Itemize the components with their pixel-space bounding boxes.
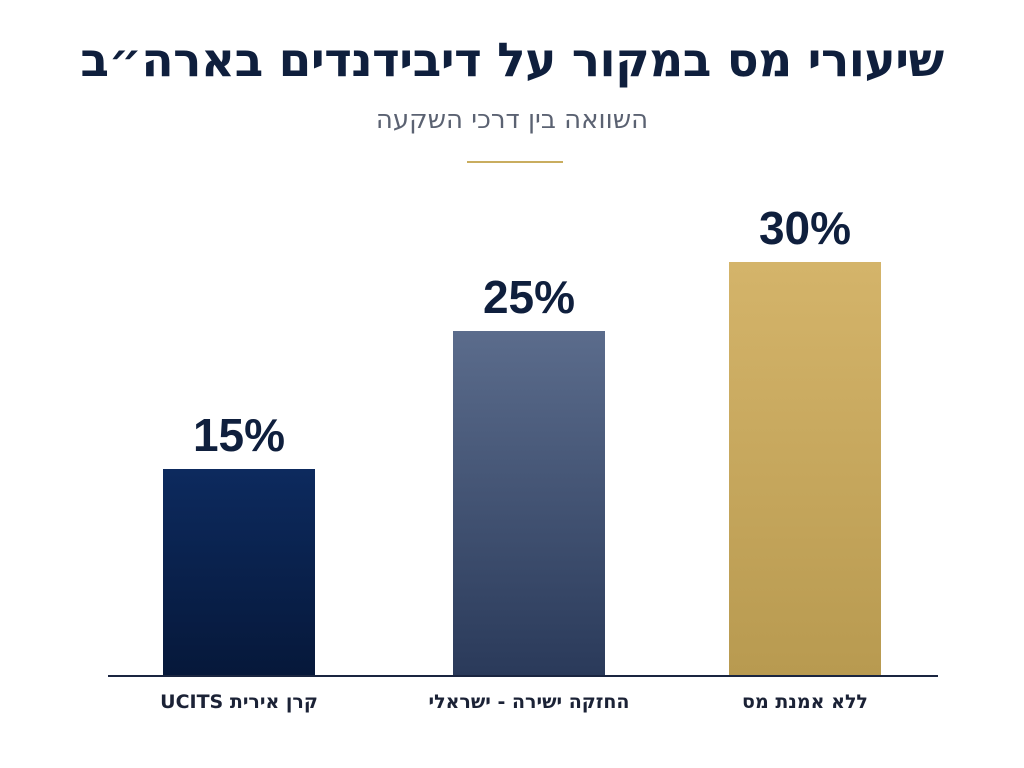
- category-label-1: קרן אירית UCITS: [160, 691, 318, 713]
- value-label-3: 30%: [759, 202, 851, 254]
- chart-title: שיעורי מס במקור על דיבידנדים בארה״ב: [80, 33, 944, 88]
- bar-2: [453, 331, 605, 676]
- title-divider: [467, 161, 563, 163]
- category-label-2: החזקה ישירה - ישראלי: [429, 691, 630, 713]
- bar-3: [729, 262, 881, 676]
- value-label-1: 15%: [193, 409, 285, 461]
- value-labels-group: 15% 25% 30%: [193, 202, 851, 461]
- chart-subtitle: השוואה בין דרכי השקעה: [375, 105, 649, 135]
- bar-1: [163, 469, 315, 676]
- bars-group: [163, 262, 881, 676]
- category-label-3: ללא אמנת מס: [742, 691, 868, 713]
- value-label-2: 25%: [483, 271, 575, 323]
- category-labels-group: קרן אירית UCITS החזקה ישירה - ישראלי ללא א…: [160, 691, 868, 713]
